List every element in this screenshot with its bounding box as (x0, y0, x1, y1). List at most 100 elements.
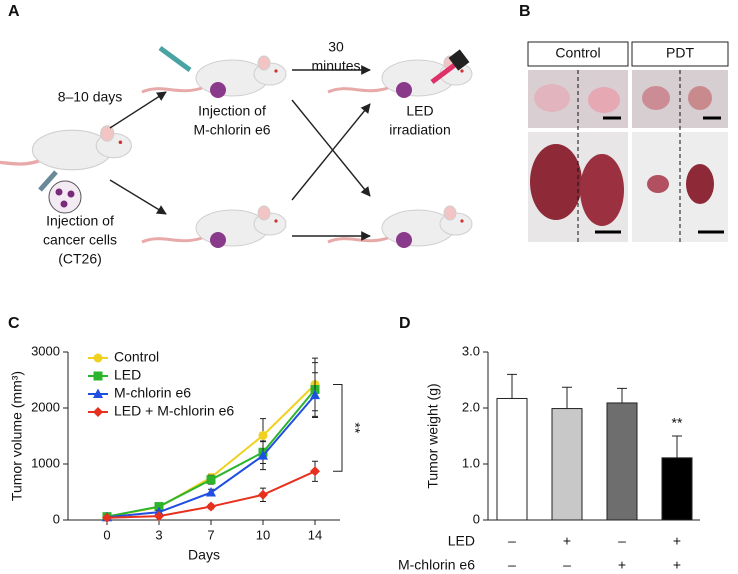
led-device (430, 62, 458, 84)
tumor (210, 232, 226, 248)
panel-label: C (8, 315, 20, 332)
condition-sign: + (618, 557, 626, 573)
x-tick-label: 3 (155, 527, 162, 542)
photo-header: Control (555, 45, 600, 61)
mouse-ear (257, 55, 271, 71)
photo-tumor (647, 175, 669, 193)
syringe (158, 45, 192, 73)
legend-marker (93, 371, 103, 381)
point (206, 475, 216, 485)
cell-dish (48, 180, 82, 214)
significance-bracket (333, 383, 343, 472)
point (258, 430, 268, 440)
schematic-label: LED (406, 103, 433, 119)
mouse-eye (460, 69, 464, 73)
photo-tumor (580, 154, 624, 226)
point (206, 487, 216, 497)
schematic-label: irradiation (389, 122, 450, 138)
mouse-eye (274, 219, 278, 223)
x-tick-label: 10 (256, 527, 270, 542)
x-tick-label: 7 (207, 527, 214, 542)
schematic-label: (CT26) (58, 251, 102, 267)
mouse-ear (443, 205, 457, 221)
schematic-label: Injection of (46, 213, 114, 229)
bar (606, 402, 638, 521)
schematic-label: M-chlorin e6 (193, 122, 270, 138)
legend-label: LED + M-chlorin e6 (114, 403, 234, 419)
point (310, 466, 320, 477)
syringe (38, 170, 58, 192)
y-tick-label: 1000 (31, 455, 60, 470)
header-box (631, 41, 729, 67)
arrow (291, 99, 371, 197)
legend-label: M-chlorin e6 (114, 385, 191, 401)
photo-panel (527, 41, 729, 242)
error-bar (507, 373, 517, 399)
y-axis-label: Tumor volume (mm³) (9, 371, 25, 501)
mouse-ear (100, 125, 115, 142)
y-tick-label: 3.0 (462, 343, 480, 358)
mouse-tail (141, 236, 203, 244)
schematic-label: 8–10 days (58, 89, 123, 105)
schematic-label: Injection of (198, 103, 266, 119)
point (258, 450, 268, 460)
photo-tumor (686, 164, 714, 204)
schematic-label: 30 (328, 39, 344, 55)
bar (496, 397, 528, 521)
condition-label: M-chlorin e6 (398, 557, 475, 573)
x-tick-label: 14 (308, 527, 322, 542)
panel-label: A (8, 3, 20, 20)
error-bar (562, 386, 572, 409)
significance-label: ** (672, 415, 683, 431)
tumor (396, 232, 412, 248)
legend-label: Control (114, 349, 159, 365)
legend-marker (93, 353, 103, 363)
mouse-eye (118, 140, 123, 145)
significance-label: ** (347, 422, 363, 433)
point (154, 502, 164, 512)
panel-label: D (399, 315, 411, 332)
y-tick-label: 0 (53, 511, 60, 526)
point (310, 389, 320, 400)
legend-marker (93, 388, 103, 398)
mouse-tail (327, 236, 389, 244)
condition-sign: – (508, 533, 516, 549)
condition-sign: – (508, 557, 516, 573)
legend-label: LED (114, 367, 141, 383)
mouse (0, 125, 132, 171)
arrow (291, 103, 371, 201)
mouse-tail (327, 86, 389, 94)
cell (55, 188, 63, 196)
panel-label: B (519, 3, 531, 20)
y-tick-label: 0 (473, 511, 480, 526)
led-device (448, 49, 470, 71)
condition-sign: + (673, 533, 681, 549)
photo-tumor (530, 144, 582, 220)
photo-tumor (588, 87, 620, 113)
mouse-tail (0, 159, 40, 166)
bar (661, 457, 693, 521)
y-tick-label: 2.0 (462, 399, 480, 414)
photo-tumor (688, 86, 712, 110)
mouse-ear (257, 205, 271, 221)
point (206, 501, 216, 512)
condition-sign: – (618, 533, 626, 549)
point (258, 489, 268, 500)
condition-sign: + (563, 533, 571, 549)
point (154, 511, 164, 522)
tumor (396, 82, 412, 98)
arrow (109, 91, 167, 129)
arrow (109, 179, 167, 215)
bar (551, 408, 583, 521)
condition-label: LED (448, 533, 475, 549)
y-tick-label: 1.0 (462, 455, 480, 470)
photo-tumor (642, 86, 670, 110)
photo-tumor (534, 84, 570, 112)
error-bar (617, 387, 627, 403)
error-bar (672, 435, 682, 458)
schematic-label: cancer cells (43, 232, 117, 248)
y-tick-label: 3000 (31, 343, 60, 358)
mouse (327, 205, 473, 248)
x-tick-label: 0 (103, 527, 110, 542)
